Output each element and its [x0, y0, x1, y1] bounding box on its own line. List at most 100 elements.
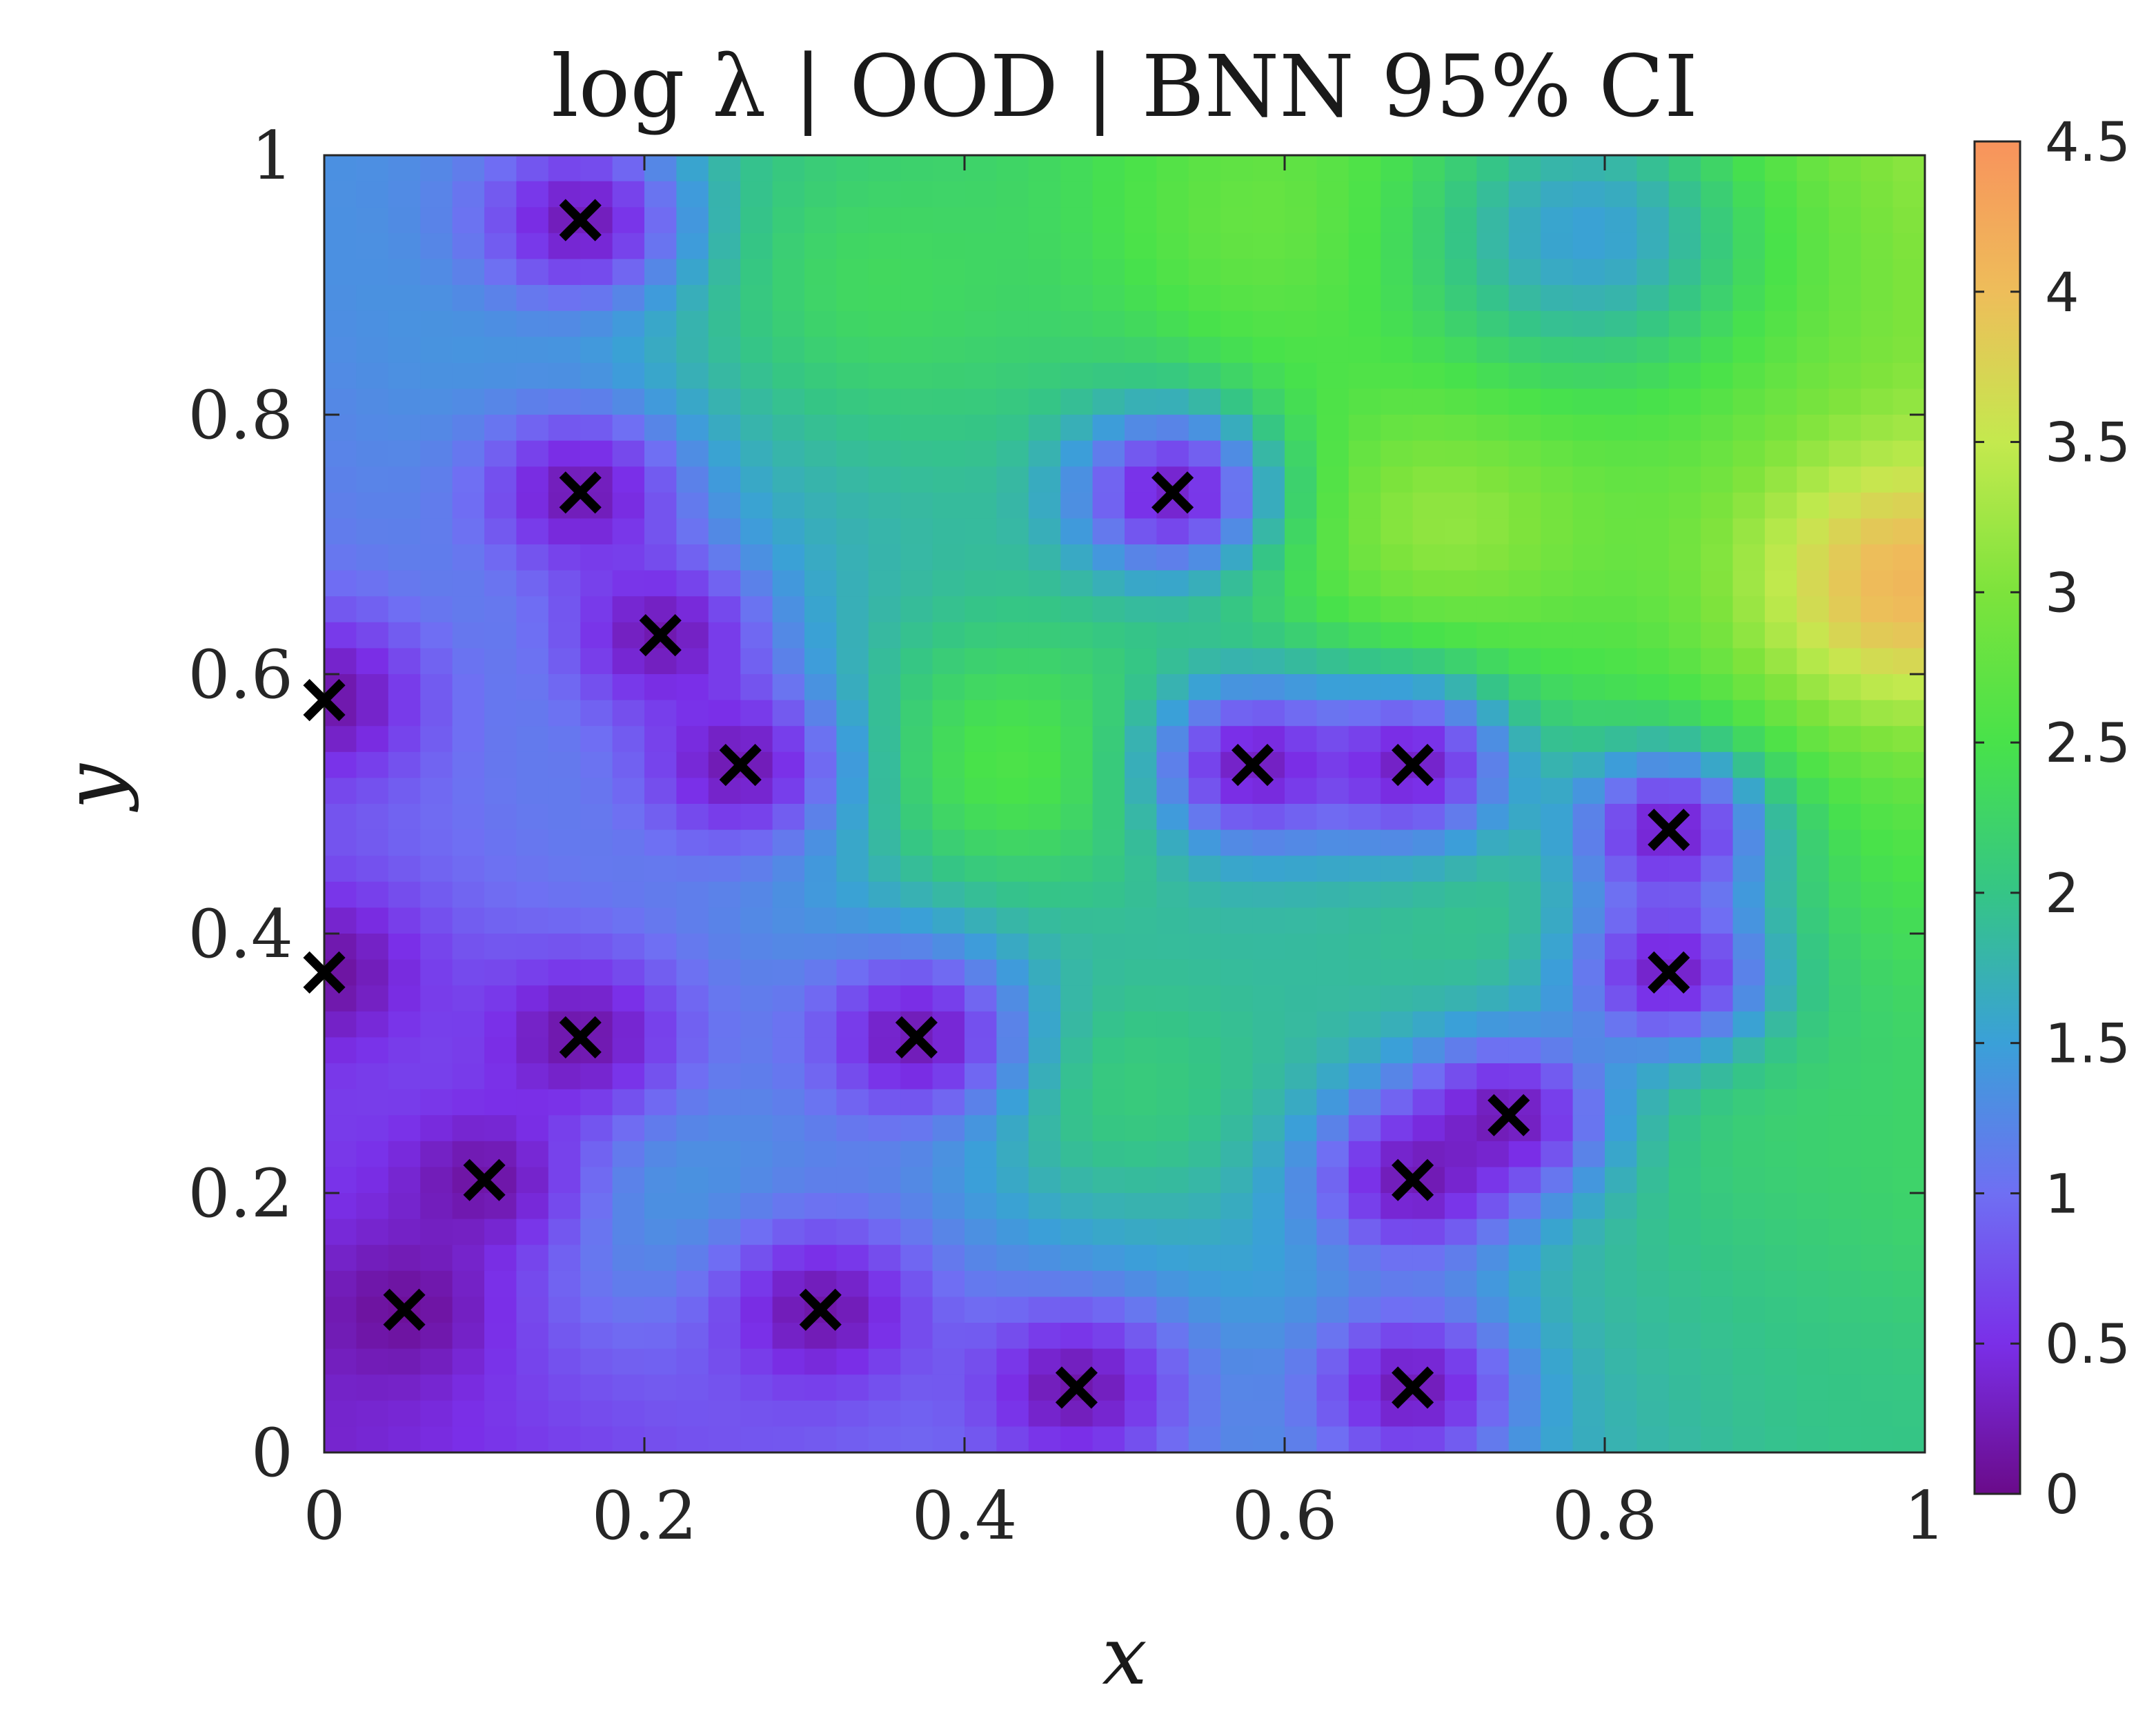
heatmap-cell [1541, 310, 1574, 337]
heatmap-cell [1797, 1323, 1830, 1350]
heatmap-cell [388, 985, 421, 1012]
heatmap-cell [1572, 285, 1605, 312]
heatmap-cell [1605, 544, 1638, 571]
heatmap-cell [996, 934, 1029, 960]
heatmap-cell [1476, 596, 1510, 623]
heatmap-cell [516, 726, 549, 753]
heatmap-cell [1220, 466, 1254, 493]
heatmap-cell [1412, 1245, 1445, 1272]
sample-point-marker [1151, 471, 1194, 514]
heatmap-cell [1125, 233, 1158, 260]
heatmap-cell [932, 596, 965, 623]
heatmap-cell [420, 1400, 453, 1428]
heatmap-cell [1732, 259, 1766, 286]
heatmap-cell [1412, 1297, 1445, 1323]
heatmap-cell [1892, 207, 1925, 234]
heatmap-cell [1412, 985, 1445, 1012]
heatmap-cell [1892, 415, 1925, 442]
heatmap-cell [1541, 1426, 1574, 1452]
heatmap-cell [1381, 648, 1414, 675]
heatmap-cell [388, 1426, 421, 1452]
heatmap-cell [1381, 907, 1414, 934]
heatmap-cell [1381, 415, 1414, 442]
heatmap-cell [1732, 362, 1766, 390]
heatmap-cell [836, 440, 869, 467]
heatmap-cell [1476, 985, 1510, 1012]
heatmap-cell [516, 1115, 549, 1142]
heatmap-cell [644, 907, 678, 934]
heatmap-cell [1797, 181, 1830, 208]
heatmap-cell [1508, 1219, 1541, 1245]
heatmap-cell [1605, 856, 1638, 883]
heatmap-cell [356, 596, 389, 623]
y-axis-label: y [47, 763, 140, 813]
heatmap-cell [1316, 1063, 1349, 1090]
heatmap-cell [1156, 674, 1189, 701]
heatmap-cell [1316, 1167, 1349, 1194]
heatmap-cell [1605, 259, 1638, 286]
heatmap-cell [1605, 415, 1638, 442]
heatmap-cell [1668, 440, 1701, 467]
heatmap-cell [1092, 596, 1125, 623]
heatmap-cell [1765, 1374, 1798, 1401]
heatmap-cell [1028, 1323, 1061, 1350]
heatmap-cell [1381, 155, 1414, 182]
heatmap-cell [1188, 1089, 1221, 1116]
heatmap-cell [484, 518, 517, 545]
heatmap-cell [548, 596, 581, 623]
heatmap-cell [1412, 1323, 1445, 1350]
heatmap-cell [388, 1245, 421, 1272]
heatmap-cell [1252, 1063, 1285, 1090]
heatmap-cell [452, 518, 485, 545]
heatmap-cell [804, 934, 838, 960]
heatmap-cell [1892, 1297, 1925, 1323]
heatmap-cell [868, 362, 901, 390]
heatmap-cell [356, 907, 389, 934]
heatmap-cell [900, 1115, 933, 1142]
heatmap-cell [1316, 1115, 1349, 1142]
heatmap-cell [868, 1063, 901, 1090]
heatmap-cell [452, 1089, 485, 1116]
heatmap-cell [1765, 1270, 1798, 1298]
heatmap-cell [484, 751, 517, 779]
heatmap-cell [1412, 1037, 1445, 1064]
heatmap-cell [836, 648, 869, 675]
heatmap-cell [1125, 544, 1158, 571]
heatmap-cell [836, 181, 869, 208]
heatmap-cell [420, 596, 453, 623]
heatmap-cell [740, 155, 773, 182]
heatmap-cell [1316, 959, 1349, 986]
heatmap-cell [1541, 1037, 1574, 1064]
heatmap-cell [452, 1245, 485, 1272]
heatmap-cell [1381, 388, 1414, 415]
heatmap-cell [1316, 544, 1349, 571]
heatmap-cell [1797, 934, 1830, 960]
heatmap-cell [1636, 1193, 1670, 1220]
heatmap-cell [932, 907, 965, 934]
heatmap-cell [1412, 466, 1445, 493]
heatmap-cell [1701, 1063, 1734, 1090]
heatmap-cell [1861, 285, 1894, 312]
heatmap-cell [1828, 259, 1861, 286]
heatmap-cell [676, 1011, 709, 1038]
heatmap-cell [708, 440, 741, 467]
heatmap-cell [996, 1297, 1029, 1323]
heatmap-cell [1701, 337, 1734, 364]
heatmap-cell [1476, 285, 1510, 312]
heatmap-cell [1541, 337, 1574, 364]
heatmap-cell [965, 1219, 998, 1245]
heatmap-cell [548, 1245, 581, 1272]
heatmap-cell [1668, 207, 1701, 234]
heatmap-cell [1220, 207, 1254, 234]
heatmap-cell [1125, 829, 1158, 856]
heatmap-cell [708, 856, 741, 883]
heatmap-cell [1572, 751, 1605, 779]
heatmap-cell [1572, 492, 1605, 520]
heatmap-cell [740, 362, 773, 390]
heatmap-cell [1476, 233, 1510, 260]
heatmap-cell [612, 259, 645, 286]
heatmap-cell [388, 1115, 421, 1142]
heatmap-cell [612, 1115, 645, 1142]
heatmap-cell [708, 1374, 741, 1401]
heatmap-cell [1156, 596, 1189, 623]
